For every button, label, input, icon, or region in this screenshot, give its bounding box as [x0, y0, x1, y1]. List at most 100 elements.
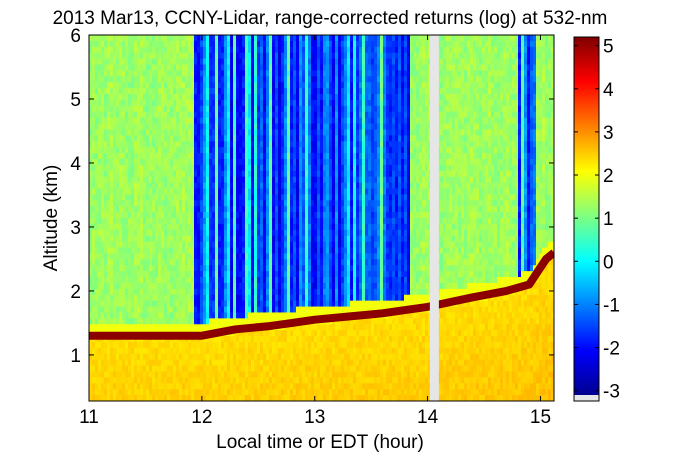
heatmap-column	[527, 35, 531, 401]
heatmap-column	[230, 35, 234, 401]
heatmap-column	[323, 35, 327, 401]
heatmap-column	[257, 35, 261, 401]
heatmap-column	[104, 35, 108, 401]
colorbar-tick-label: 3	[603, 123, 614, 144]
heatmap-column	[332, 35, 336, 401]
heatmap-column	[239, 35, 243, 401]
x-tick-label: 15	[530, 407, 551, 428]
heatmap-column	[155, 35, 159, 401]
heatmap-column	[521, 35, 525, 401]
x-tick-label: 14	[417, 407, 439, 428]
colorbar-tick-label: 4	[603, 80, 614, 101]
heatmap-column	[137, 35, 141, 401]
y-axis-ticks: 1 2 3 4 5 6	[70, 26, 554, 367]
heatmap-column	[347, 35, 351, 401]
heatmap-column	[101, 35, 105, 401]
heatmap-column	[284, 35, 288, 401]
colorbar-tick-label: -3	[603, 382, 620, 403]
heatmap-column	[134, 35, 138, 401]
heatmap-column	[146, 35, 150, 401]
heatmap-column	[377, 35, 381, 401]
heatmap-column	[260, 35, 264, 401]
heatmap-column	[254, 35, 258, 401]
heatmap-column	[122, 35, 126, 401]
heatmap-column	[242, 35, 246, 401]
heatmap-column	[380, 35, 384, 401]
heatmap-column	[152, 35, 156, 401]
heatmap-column	[158, 35, 162, 401]
heatmap-column	[350, 35, 354, 401]
heatmap-column	[503, 35, 507, 401]
heatmap-column	[344, 35, 348, 401]
heatmap-column	[539, 35, 543, 401]
heatmap-column	[389, 35, 393, 401]
colorbar-tick-label: -2	[603, 339, 620, 360]
chart-title: 2013 Mar13, CCNY-Lidar, range-corrected …	[53, 8, 608, 29]
x-tick-label: 12	[191, 407, 212, 428]
heatmap-column	[518, 35, 522, 401]
heatmap-column	[536, 35, 540, 401]
heatmap-column	[359, 35, 363, 401]
heatmap-column	[188, 35, 192, 401]
heatmap-column	[488, 35, 492, 401]
heatmap-column	[206, 35, 210, 401]
heatmap-column	[443, 35, 447, 401]
heatmap-column	[191, 35, 195, 401]
heatmap-column	[326, 35, 330, 401]
heatmap-column	[407, 35, 411, 401]
heatmap-column	[404, 35, 408, 401]
heatmap-column	[227, 35, 231, 401]
heatmap-column	[299, 35, 303, 401]
heatmap-column	[209, 35, 213, 401]
x-tick-label: 11	[79, 407, 99, 428]
heatmap-column	[125, 35, 129, 401]
heatmap-column	[140, 35, 144, 401]
heatmap-column	[281, 35, 285, 401]
heatmap-column	[515, 35, 519, 401]
heatmap-column	[320, 35, 324, 401]
heatmap-column	[422, 35, 426, 401]
colorbar-tick-label: 1	[603, 209, 614, 230]
heatmap-column	[440, 35, 444, 401]
heatmap-column	[446, 35, 450, 401]
heatmap-column	[500, 35, 504, 401]
heatmap-column	[497, 35, 501, 401]
heatmap-column	[365, 35, 369, 401]
heatmap-column	[185, 35, 189, 401]
heatmap-column	[278, 35, 282, 401]
heatmap-column	[548, 35, 552, 401]
heatmap-column	[461, 35, 465, 401]
heatmap-column	[305, 35, 309, 401]
heatmap-column	[458, 35, 462, 401]
y-tick-label: 3	[70, 218, 81, 239]
heatmap-column	[341, 35, 345, 401]
heatmap-column	[509, 35, 513, 401]
y-tick-label: 1	[70, 346, 81, 367]
heatmap-column	[401, 35, 405, 401]
heatmap-column	[551, 35, 554, 401]
x-tick-label: 13	[304, 407, 325, 428]
boundary-layer-line	[89, 249, 554, 340]
colorbar-tick-label: -1	[603, 295, 620, 316]
heatmap-column	[116, 35, 120, 401]
heatmap-column	[290, 35, 294, 401]
colorbar-gradient	[574, 37, 599, 395]
heatmap-column	[89, 35, 93, 401]
y-tick-label: 2	[70, 282, 81, 303]
heatmap-column	[413, 35, 417, 401]
colorbar-tick-label: 2	[603, 166, 614, 187]
heatmap-column	[248, 35, 252, 401]
heatmap-column	[221, 35, 225, 401]
heatmap-column	[455, 35, 459, 401]
colorbar-tick-label: 0	[603, 252, 614, 273]
colorbar-ticks: -3 -2 -1 0 1 2 3 4 5	[574, 37, 620, 403]
heatmap-column	[95, 35, 99, 401]
heatmap-column	[467, 35, 471, 401]
heatmap-column	[302, 35, 306, 401]
heatmap-column	[317, 35, 321, 401]
heatmap-column	[296, 35, 300, 401]
heatmap-column	[383, 35, 387, 401]
heatmap-column	[143, 35, 147, 401]
heatmap-column	[236, 35, 240, 401]
